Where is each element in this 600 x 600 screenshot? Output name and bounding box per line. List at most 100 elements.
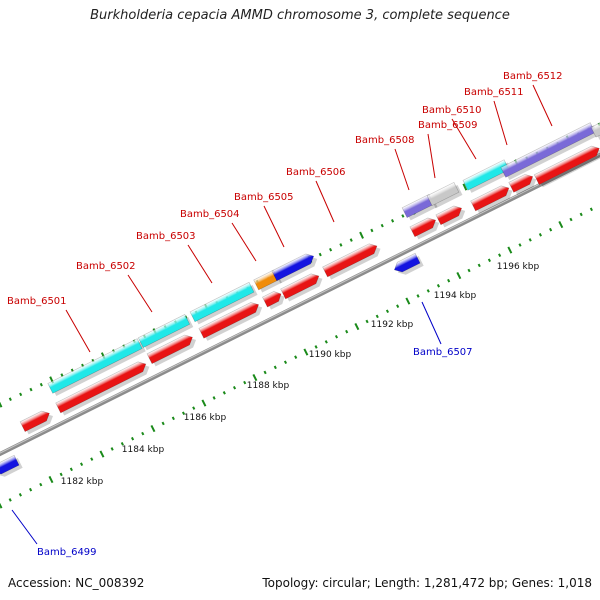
scale-tick-label: 1194 kbp xyxy=(434,291,477,301)
scale-track-tick xyxy=(252,373,258,382)
scale-tick-label: 1196 kbp xyxy=(497,262,540,272)
gene-feature-body xyxy=(409,217,437,238)
gene-feature xyxy=(426,181,463,209)
scale-track-tick xyxy=(222,391,226,395)
gene-label-leader xyxy=(394,148,410,191)
scale-track-tick xyxy=(467,268,471,273)
scale-track-tick xyxy=(436,283,441,288)
top-track-tick xyxy=(380,223,384,228)
scale-track-tick xyxy=(303,348,309,356)
scale-track-tick xyxy=(558,221,564,229)
top-track-tick xyxy=(39,382,43,387)
scale-track-tick xyxy=(59,472,63,477)
scale-track-tick xyxy=(8,498,12,502)
top-track-tick xyxy=(349,238,353,242)
genome-backbone-highlight xyxy=(0,153,600,454)
scale-track-tick xyxy=(130,436,135,441)
gene-feature xyxy=(0,454,23,477)
gene-label-bottom: Bamb_6499 xyxy=(37,547,97,558)
top-track-tick xyxy=(19,392,23,397)
top-track-tick xyxy=(0,401,3,408)
gene-feature xyxy=(146,334,197,367)
scale-track-tick xyxy=(48,475,54,484)
gene-feature xyxy=(137,314,194,351)
scale-track-tick xyxy=(487,258,491,263)
scale-track-tick xyxy=(120,442,124,446)
genome-backbone-line xyxy=(0,152,600,457)
gene-label-top: Bamb_6505 xyxy=(234,192,294,203)
gene-label-top: Bamb_6509 xyxy=(418,120,478,131)
gene-feature-body xyxy=(198,302,260,339)
gene-feature-body xyxy=(0,454,20,475)
gene-feature-body xyxy=(47,338,143,394)
gene-feature-body xyxy=(271,253,315,282)
scale-track-tick xyxy=(456,272,462,280)
scale-track-tick xyxy=(507,246,513,254)
gene-feature-body xyxy=(189,281,255,323)
scale-track-tick xyxy=(171,416,175,421)
scale-track-tick xyxy=(29,487,33,492)
gene-label-top: Bamb_6508 xyxy=(355,135,415,146)
top-track-tick xyxy=(29,387,33,392)
gene-feature xyxy=(533,145,600,188)
scale-track-tick xyxy=(365,319,369,324)
scale-track-tick xyxy=(579,212,583,217)
gene-label-leader xyxy=(493,100,508,146)
gene-label-top: Bamb_6502 xyxy=(76,261,136,272)
scale-track-tick xyxy=(324,340,328,344)
scale-track-tick xyxy=(181,411,186,416)
gene-feature xyxy=(508,174,537,195)
scale-track-tick xyxy=(232,385,237,390)
scale-track-tick xyxy=(263,370,267,375)
scale-track-tick xyxy=(528,238,532,242)
gene-label-leader xyxy=(451,118,477,160)
gene-feature xyxy=(47,338,146,396)
top-track-tick xyxy=(339,243,343,247)
scale-track-tick xyxy=(498,253,502,257)
gene-feature xyxy=(322,243,381,280)
gene-feature xyxy=(590,122,600,140)
top-track-tick xyxy=(60,373,64,377)
gene-label-leader xyxy=(263,205,285,248)
gene-feature xyxy=(198,302,263,341)
scale-track-tick xyxy=(294,355,298,359)
gene-feature-body xyxy=(426,181,460,207)
gene-feature xyxy=(280,273,323,302)
scale-track-tick xyxy=(212,396,216,400)
gene-feature xyxy=(262,291,285,310)
scale-track-tick xyxy=(141,431,145,436)
gene-label-top: Bamb_6503 xyxy=(136,231,196,242)
top-track-tick xyxy=(462,183,468,191)
scale-track-tick xyxy=(569,217,573,222)
scale-track-tick xyxy=(589,207,593,212)
gene-feature-body xyxy=(508,174,534,193)
gene-label-top: Bamb_6510 xyxy=(422,105,482,116)
scale-track-tick xyxy=(518,243,522,247)
scale-track-tick xyxy=(314,345,318,349)
gene-feature-body xyxy=(393,252,421,273)
scale-track-tick xyxy=(375,314,379,319)
scale-track-tick xyxy=(99,450,105,458)
top-track-tick xyxy=(329,247,333,252)
top-track-tick xyxy=(8,397,12,401)
gene-label-top: Bamb_6504 xyxy=(180,209,240,220)
scale-track-tick xyxy=(334,334,339,339)
gene-feature xyxy=(435,205,466,228)
top-track-tick xyxy=(401,214,405,218)
gene-label-leader xyxy=(187,244,213,284)
scale-track-tick xyxy=(405,297,411,305)
gene-feature-body xyxy=(280,273,320,300)
accession-text: Accession: NC_008392 xyxy=(8,576,145,590)
gene-label-leader xyxy=(421,301,442,345)
gene-feature-body xyxy=(137,314,191,348)
top-track-tick xyxy=(391,219,395,223)
gene-label-top: Bamb_6512 xyxy=(503,71,563,82)
gene-label-top: Bamb_6511 xyxy=(464,87,524,98)
scale-track-tick xyxy=(385,309,390,314)
scale-track-tick xyxy=(447,278,451,283)
scale-track-tick xyxy=(354,322,360,331)
scale-track-tick xyxy=(426,289,430,293)
gene-feature xyxy=(409,217,440,240)
